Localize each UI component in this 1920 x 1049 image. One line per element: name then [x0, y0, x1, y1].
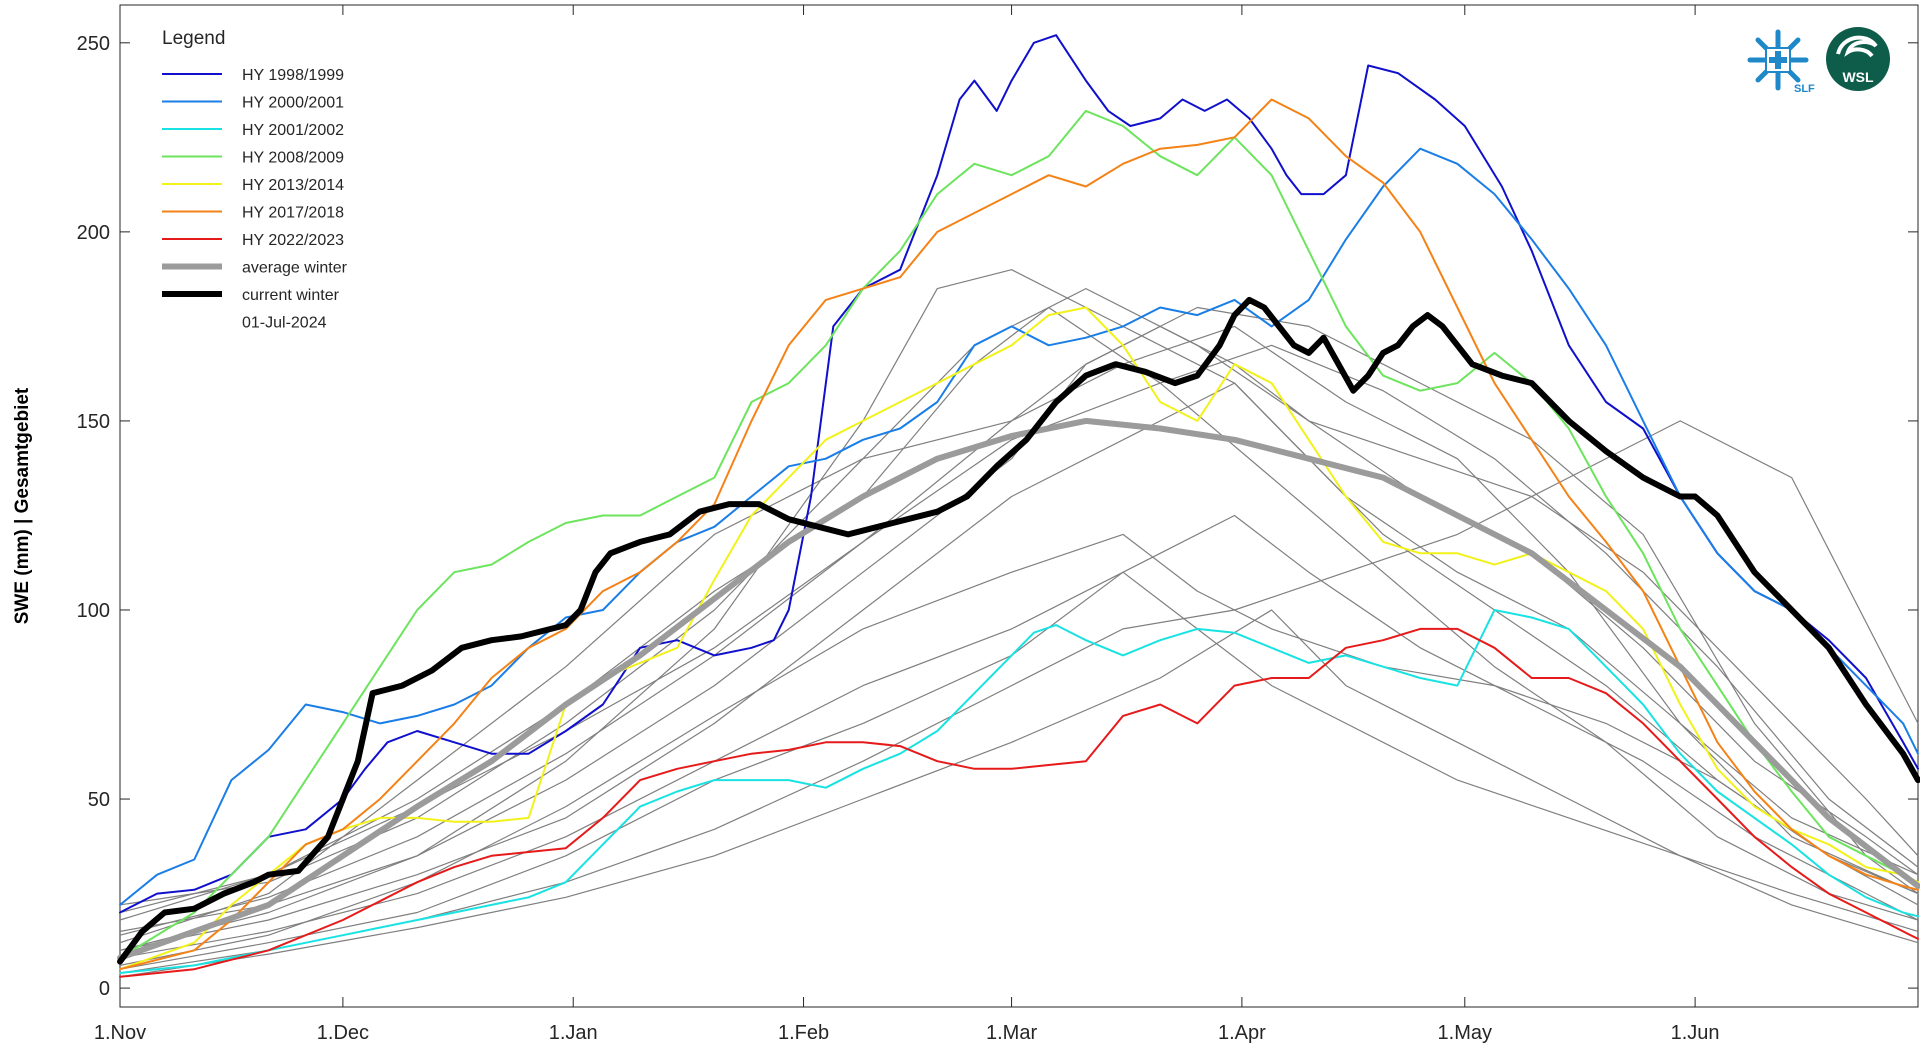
legend-entry: HY 2017/2018	[242, 205, 344, 222]
legend-entry: average winter	[242, 260, 348, 277]
legend-entry: HY 2013/2014	[242, 177, 344, 194]
slf-logo: SLF	[1747, 29, 1815, 95]
highlighted-winters	[117, 34, 1920, 978]
legend-date: 01-Jul-2024	[242, 315, 327, 332]
series-line-current-winter	[117, 296, 1920, 965]
wsl-logo: WSL	[1826, 27, 1890, 91]
legend-entry: HY 1998/1999	[242, 67, 344, 84]
x-tick-label: 1.Apr	[1218, 1022, 1266, 1044]
series-line-hy-2013-2014	[119, 306, 1919, 971]
x-tick-label: 1.May	[1438, 1022, 1492, 1044]
x-tick-label: 1.Nov	[94, 1022, 146, 1044]
legend-entry: HY 2000/2001	[242, 95, 344, 112]
y-axis-label: SWE (mm) | Gesamtgebiet	[12, 387, 33, 624]
background-winter-line	[119, 609, 1919, 978]
legend-title: Legend	[162, 28, 225, 49]
background-winter-line	[119, 533, 1919, 966]
legend: Legend HY 1998/1999 HY 2000/2001 HY 2001/2…	[162, 28, 348, 332]
background-winter-line	[119, 420, 1919, 974]
background-winter-line	[119, 514, 1919, 959]
series-line-hy-2008-2009	[119, 109, 1919, 959]
y-tick-label: 50	[88, 789, 110, 811]
y-tick-label: 200	[77, 222, 110, 244]
background-winter-line	[119, 382, 1919, 951]
x-tick-label: 1.Dec	[317, 1022, 369, 1044]
plot-background	[119, 4, 1919, 1008]
x-tick-label: 1.Mar	[986, 1022, 1037, 1044]
series-line-average-winter	[117, 417, 1920, 961]
y-tick-label: 250	[77, 33, 110, 55]
x-tick-label: 1.Jun	[1671, 1022, 1720, 1044]
series-line-hy-2022-2023	[119, 627, 1919, 978]
y-tick-label: 0	[99, 978, 110, 1000]
background-winter-line	[119, 325, 1919, 914]
background-winter-line	[119, 306, 1919, 921]
background-winter-line	[119, 571, 1919, 970]
slf-logo-text: SLF	[1794, 83, 1815, 95]
x-tick-label: 1.Feb	[778, 1022, 829, 1044]
wsl-swirl-icon	[1836, 35, 1878, 58]
legend-entry: HY 2001/2002	[242, 122, 344, 139]
axes: 0 50 100 150 200 250 1.Nov 1.Dec 1.Jan 1.Feb 1.Mar…	[77, 5, 1918, 1044]
series-line-hy-2001-2002	[119, 609, 1919, 974]
series-line-hy-2000-2001	[119, 147, 1919, 906]
legend-entry: HY 2008/2009	[242, 150, 344, 167]
series-line-hy-1998-1999	[119, 34, 1919, 914]
wsl-logo-text: WSL	[1842, 69, 1874, 85]
legend-entry: HY 2022/2023	[242, 232, 344, 249]
series-line-hy-2017-2018	[119, 98, 1919, 971]
x-tick-label: 1.Jan	[549, 1022, 598, 1044]
legend-entry: current winter	[242, 287, 340, 304]
y-tick-label: 150	[77, 411, 110, 433]
background-winter-line	[119, 269, 1919, 932]
y-tick-label: 100	[77, 600, 110, 622]
